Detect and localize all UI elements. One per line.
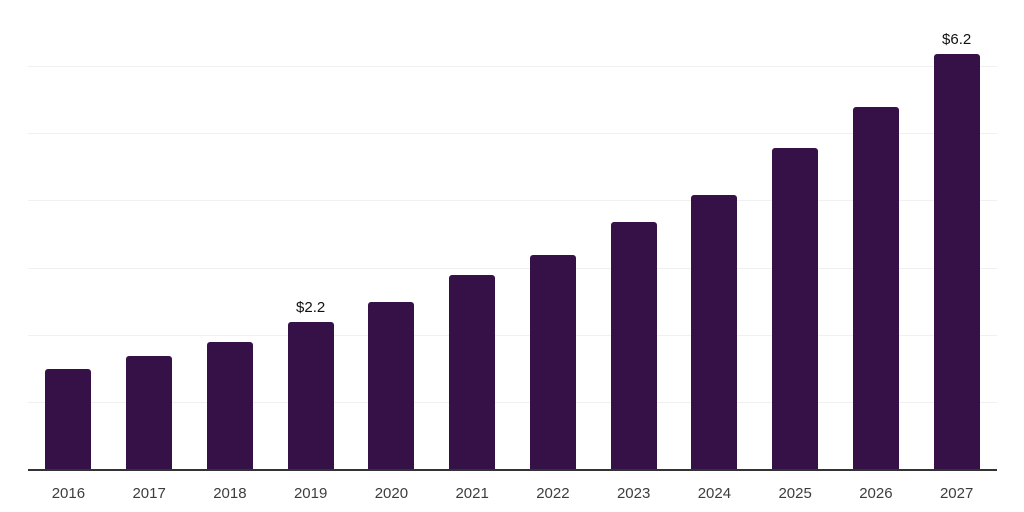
bar-column-2024 (674, 0, 755, 470)
bar-value-label-2019: $2.2 (296, 299, 326, 316)
x-tick-label-2017: 2017 (132, 485, 166, 502)
x-axis-labels: 2016 2017 2018 2019 2020 2021 2022 2023 2024 2025… (28, 471, 997, 512)
bar-column-2023 (593, 0, 674, 470)
x-tick-label-2018: 2018 (213, 485, 247, 502)
bar-column-2026 (836, 0, 917, 470)
bar-2027 (933, 54, 980, 470)
bar-column-2018 (190, 0, 271, 470)
bar-2019 (287, 322, 334, 470)
bar-2022 (529, 255, 576, 470)
bar-2024 (691, 195, 738, 470)
gridline (28, 200, 997, 201)
bar-value-label-2027: $6.2 (942, 31, 972, 48)
bar-2020 (368, 302, 415, 470)
bar-column-2016 (28, 0, 109, 470)
x-tick-label-2026: 2026 (859, 485, 893, 502)
x-tick-label-2021: 2021 (455, 485, 489, 502)
x-tick-label-2027: 2027 (939, 485, 974, 502)
bar-column-2017 (109, 0, 190, 470)
plot-area: $2.2 $6.2 (28, 0, 997, 470)
bar-2021 (449, 275, 496, 470)
bar-2018 (206, 342, 253, 470)
bar-column-2022 (513, 0, 594, 470)
bar-2025 (772, 148, 819, 470)
gridline (28, 268, 997, 269)
bar-column-2019: $2.2 (270, 0, 351, 470)
x-tick-label-2024: 2024 (697, 485, 732, 502)
x-tick-label-2025: 2025 (778, 485, 812, 502)
bar-2016 (45, 369, 92, 470)
gridline (28, 402, 997, 403)
x-tick-label-2022: 2022 (536, 485, 570, 502)
gridline (28, 133, 997, 134)
x-axis-line (28, 469, 997, 471)
gridline (28, 66, 997, 67)
bar-2017 (126, 356, 173, 470)
bar-column-2021 (432, 0, 513, 470)
x-tick-label-2023: 2023 (616, 485, 651, 502)
x-tick-label-2020: 2020 (374, 485, 409, 502)
bar-2023 (610, 222, 657, 470)
gridline (28, 335, 997, 336)
bar-column-2027: $6.2 (916, 0, 997, 470)
bar-column-2020 (351, 0, 432, 470)
x-tick-label-2019: 2019 (293, 485, 328, 502)
bar-2026 (852, 107, 899, 470)
bar-column-2025 (755, 0, 836, 470)
x-tick-label-2016: 2016 (51, 485, 86, 502)
